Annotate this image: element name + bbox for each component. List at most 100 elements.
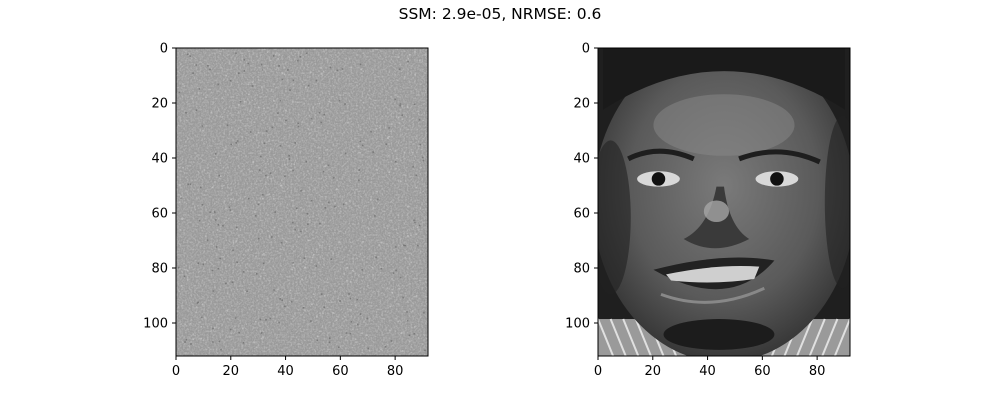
noise-speckle: [404, 256, 407, 259]
noise-speckle: [191, 97, 193, 100]
noise-speckle: [262, 268, 265, 271]
noise-speckle: [220, 348, 222, 351]
noise-speckle: [398, 122, 401, 124]
noise-speckle: [284, 305, 286, 308]
noise-speckle: [285, 109, 287, 112]
noise-speckle: [280, 241, 283, 244]
noise-speckle: [422, 159, 424, 162]
noise-speckle: [268, 193, 271, 195]
noise-speckle: [291, 301, 293, 303]
noise-speckle: [279, 145, 282, 147]
noise-speckle: [413, 219, 415, 222]
noise-speckle: [201, 204, 204, 206]
noise-speckle: [284, 164, 286, 166]
noise-speckle: [219, 175, 222, 177]
noise-speckle: [312, 293, 315, 295]
noise-speckle: [281, 299, 283, 301]
noise-speckle: [349, 332, 352, 335]
noise-speckle: [242, 327, 244, 330]
noise-speckle: [291, 101, 294, 103]
noise-speckle: [388, 135, 390, 138]
noise-speckle: [385, 143, 388, 145]
noise-speckle: [292, 263, 295, 265]
noise-speckle: [307, 223, 309, 225]
noise-speckle: [228, 206, 231, 209]
noise-speckle: [205, 96, 207, 99]
noise-speckle: [306, 213, 309, 215]
noise-speckle: [274, 211, 276, 213]
noise-speckle: [322, 70, 325, 73]
noise-speckle: [194, 64, 196, 66]
noise-speckle: [409, 54, 411, 56]
noise-speckle: [256, 273, 258, 275]
noise-speckle: [347, 122, 349, 124]
noise-speckle: [334, 202, 336, 204]
noise-speckle: [209, 211, 211, 214]
left-cheek-shadow: [598, 140, 631, 295]
left-image-panel: 0 20 40 60 80 0 20 40 60 80 100: [143, 42, 429, 379]
noise-speckle: [294, 142, 296, 144]
noise-speckle: [269, 148, 272, 150]
y-tick-label: 20: [151, 97, 168, 112]
noise-speckle: [297, 122, 300, 125]
noise-speckle: [197, 262, 200, 264]
noise-speckle: [319, 222, 321, 225]
noise-speckle: [249, 110, 252, 112]
x-tick-label: 20: [223, 364, 240, 379]
noise-speckle: [291, 268, 293, 271]
noise-speckle: [406, 311, 408, 313]
noise-speckle: [344, 103, 346, 105]
noise-speckle: [356, 298, 358, 301]
noise-speckle: [358, 169, 360, 171]
noise-speckle: [415, 295, 418, 297]
figure-title: SSM: 2.9e-05, NRMSE: 0.6: [398, 5, 602, 23]
noise-speckle: [203, 169, 206, 171]
noise-speckle: [255, 255, 257, 258]
noise-speckle: [288, 158, 291, 160]
noise-speckle: [218, 174, 220, 177]
noise-speckle: [225, 75, 228, 77]
noise-speckle: [201, 316, 203, 318]
noise-speckle: [232, 241, 235, 244]
noise-speckle: [362, 240, 364, 243]
noise-speckle: [316, 339, 318, 342]
noise-speckle: [180, 196, 182, 198]
noise-speckle: [263, 107, 265, 110]
noise-speckle: [225, 207, 227, 210]
noise-speckle: [388, 127, 390, 129]
noise-speckle: [401, 118, 404, 120]
y-tick-label: 0: [160, 42, 168, 57]
noise-speckle: [411, 151, 414, 154]
noise-speckle: [225, 282, 227, 285]
noise-speckle: [260, 275, 262, 278]
noise-speckle: [336, 69, 339, 72]
noise-speckle: [403, 151, 406, 154]
noise-speckle: [212, 341, 214, 343]
noise-speckle: [231, 210, 233, 213]
x-tick-label: 60: [754, 364, 771, 379]
noise-speckle: [395, 269, 397, 272]
noise-speckle: [345, 202, 347, 204]
noise-speckle: [182, 166, 184, 169]
noise-speckle: [260, 63, 263, 66]
noise-speckle: [192, 72, 194, 74]
noise-speckle: [189, 55, 192, 57]
noise-speckle: [388, 171, 390, 173]
nose-highlight: [703, 200, 730, 223]
noise-speckle: [327, 164, 330, 167]
noise-speckle: [281, 78, 284, 81]
noise-speckle: [179, 268, 181, 270]
noise-speckle: [415, 174, 418, 177]
noise-speckle: [408, 340, 411, 343]
noise-speckle: [302, 307, 305, 309]
noise-speckle: [248, 93, 250, 96]
axes-frame: [175, 47, 429, 357]
noise-speckle: [310, 200, 313, 202]
noise-speckle: [247, 62, 250, 65]
y-tick-label: 0: [582, 42, 590, 57]
noise-speckle: [277, 288, 279, 291]
noise-speckle: [195, 64, 197, 66]
noise-speckle: [348, 353, 351, 355]
noise-speckle: [368, 349, 371, 352]
noise-speckle: [235, 226, 238, 229]
